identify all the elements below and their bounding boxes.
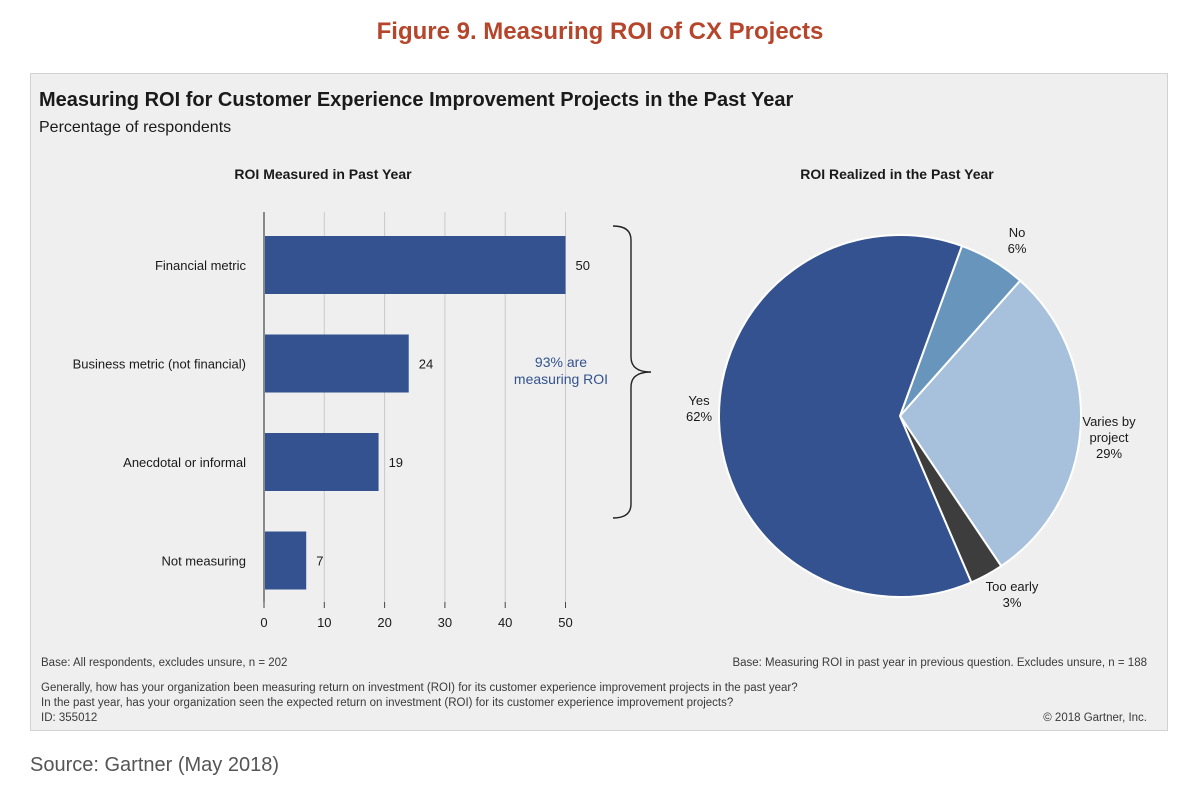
source-note: Source: Gartner (May 2018): [30, 754, 279, 776]
chart-title: Measuring ROI for Customer Experience Im…: [39, 89, 794, 111]
bar-chart: 0 10 20 30 40 50 Financial metric 50 Business me…: [73, 212, 652, 630]
bar: [265, 433, 379, 491]
question-note-2: In the past year, has your organization …: [41, 697, 734, 709]
bar: [265, 531, 307, 590]
x-tick-label: 30: [438, 615, 452, 630]
data-label: 19: [389, 455, 403, 470]
slice-label: No 6%: [1008, 225, 1027, 256]
slice-label-line: Varies by: [1082, 414, 1136, 429]
slice-label-line: 62%: [686, 409, 712, 424]
slice-label: Yes 62%: [686, 393, 712, 424]
base-note-left: Base: All respondents, excludes unsure, …: [41, 657, 288, 669]
category-label: Business metric (not financial): [73, 357, 246, 372]
slice-label-line: No: [1009, 225, 1026, 240]
data-label: 24: [419, 357, 433, 372]
slice-label: Too early 3%: [986, 579, 1039, 610]
slice-label-line: Yes: [688, 393, 710, 408]
x-tick-label: 50: [558, 615, 572, 630]
pie-slice: [898, 279, 1082, 568]
base-note-right: Base: Measuring ROI in past year in prev…: [732, 657, 1147, 669]
copyright-note: © 2018 Gartner, Inc.: [1043, 712, 1147, 724]
bar: [265, 334, 409, 393]
x-tick-label: 20: [377, 615, 391, 630]
category-label: Anecdotal or informal: [123, 455, 246, 470]
slice-label-line: 29%: [1096, 446, 1122, 461]
id-note: ID: 355012: [41, 712, 98, 724]
pie-chart: No 6% Varies by project 29% Too early 3% Yes 62%: [686, 225, 1136, 610]
figure-title: Figure 9. Measuring ROI of CX Projects: [376, 18, 824, 45]
slice-label-line: 3%: [1003, 595, 1022, 610]
x-tick-label: 40: [498, 615, 512, 630]
data-label: 7: [316, 554, 323, 569]
data-label: 50: [576, 258, 590, 273]
bracket: [612, 225, 652, 519]
slice-label-line: Too early: [986, 579, 1039, 594]
category-label: Not measuring: [161, 554, 246, 569]
category-label: Financial metric: [155, 258, 247, 273]
chart-subtitle: Percentage of respondents: [39, 119, 232, 136]
x-tick-label: 0: [260, 615, 267, 630]
chart-panel: Measuring ROI for Customer Experience Im…: [30, 73, 1168, 731]
bar-panel-title: ROI Measured in Past Year: [234, 166, 412, 182]
annotation-line: 93% are: [535, 354, 587, 370]
x-tick-label: 10: [317, 615, 331, 630]
slice-label-line: project: [1089, 430, 1128, 445]
slice-label: Varies by project 29%: [1082, 414, 1136, 461]
slice-label-line: 6%: [1008, 241, 1027, 256]
bar: [265, 236, 566, 294]
pie-panel-title: ROI Realized in the Past Year: [800, 166, 994, 182]
annotation-label: 93% are measuring ROI: [514, 354, 608, 387]
annotation-line: measuring ROI: [514, 371, 608, 387]
question-note-1: Generally, how has your organization bee…: [41, 682, 798, 694]
pie-slice: [718, 234, 973, 598]
